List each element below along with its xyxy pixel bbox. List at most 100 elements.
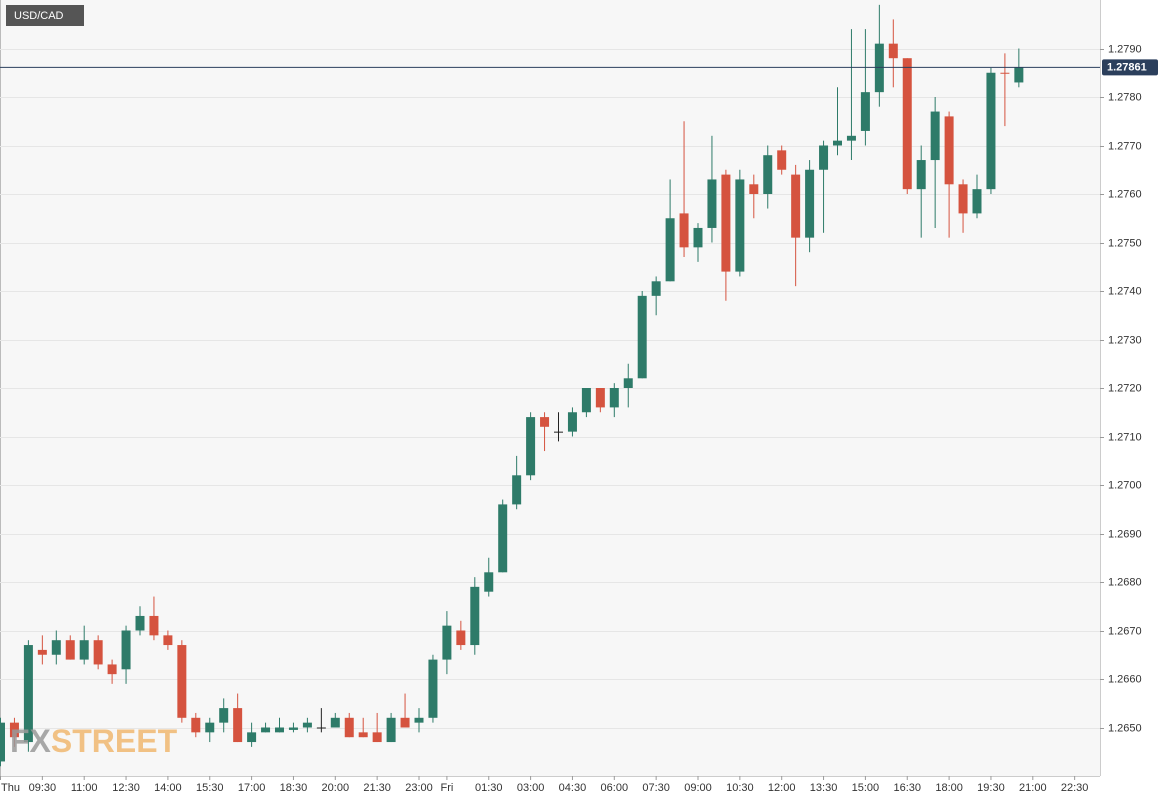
y-tick-label: 1.2700 [1108, 479, 1142, 491]
x-tick-label: 09:00 [684, 782, 712, 794]
x-tick-label: 03:00 [517, 782, 545, 794]
y-tick-label: 1.2670 [1108, 625, 1142, 637]
candle-body [623, 378, 633, 388]
candle-body [261, 727, 271, 733]
candle-body [344, 717, 354, 738]
candle-body [191, 717, 201, 733]
candle-body [51, 640, 61, 655]
candle-body [247, 732, 257, 743]
candle-body [65, 640, 75, 660]
candle-body [163, 635, 173, 646]
x-tick-label: 18:00 [935, 782, 963, 794]
y-tick-label: 1.2690 [1108, 528, 1142, 540]
candle-body [1000, 72, 1010, 74]
x-tick-label: 19:30 [977, 782, 1005, 794]
y-tick-label: 1.2740 [1108, 285, 1142, 297]
candle-body [428, 659, 438, 718]
candle-body [37, 649, 47, 655]
candle-body [526, 417, 536, 476]
candle-body [23, 645, 33, 743]
candle-body [177, 645, 187, 718]
x-tick-label: 01:30 [475, 782, 503, 794]
x-tick-label: 11:00 [71, 782, 98, 794]
candle-body [888, 43, 898, 59]
candle-body [777, 150, 787, 170]
x-tick-label: 12:30 [112, 782, 140, 794]
candle-body [567, 412, 577, 432]
candle-body [442, 625, 452, 660]
candle-body [707, 179, 717, 228]
candles [0, 4, 1024, 767]
candle-body [107, 664, 117, 675]
watermark-street-text: STREET [51, 723, 178, 759]
candle-body [316, 727, 326, 729]
candle-body [958, 184, 968, 214]
y-tick-label: 1.2790 [1108, 43, 1142, 55]
candle-body [846, 135, 856, 141]
candle-body [693, 227, 703, 248]
candle-body [93, 640, 103, 665]
x-tick-label: 15:30 [196, 782, 224, 794]
x-tick-label: 20:00 [322, 782, 350, 794]
candle-body [484, 572, 494, 592]
candle-body [1014, 67, 1024, 83]
candle-body [9, 722, 19, 738]
candle-body [651, 281, 661, 296]
candle-body [972, 189, 982, 214]
candle-body [944, 116, 954, 185]
x-tick-label: 23:00 [405, 782, 433, 794]
candle-body [735, 179, 745, 272]
candle-body [609, 388, 619, 408]
candle-body [149, 615, 159, 636]
x-tick-label: 04:30 [559, 782, 587, 794]
candle-body [358, 732, 368, 738]
x-tick-label: 12:00 [768, 782, 796, 794]
candle-body [595, 388, 605, 408]
candle-body [79, 640, 89, 660]
x-tick-label: 21:00 [1019, 782, 1047, 794]
candle-body [540, 417, 550, 427]
candle-body [219, 708, 229, 723]
candle-body [902, 58, 912, 190]
candle-body [986, 72, 996, 190]
candle-body [763, 155, 773, 194]
candle-body [554, 431, 563, 433]
candle-body [581, 388, 591, 413]
x-tick-label: Thu [1, 782, 20, 794]
y-tick-label: 1.2730 [1108, 334, 1142, 346]
candle-body [275, 727, 284, 733]
candle-body [386, 717, 396, 743]
y-tick-label: 1.2750 [1108, 237, 1142, 249]
candle-body [330, 717, 340, 728]
y-tick-label: 1.2760 [1108, 188, 1142, 200]
x-tick-label: 17:00 [238, 782, 266, 794]
watermark: FXSTREET [10, 723, 178, 759]
candle-body [121, 630, 131, 670]
candle-body [372, 732, 382, 743]
candle-body [833, 140, 842, 146]
candle-body [930, 111, 940, 161]
candle-body [456, 630, 466, 646]
candle-body [288, 727, 298, 730]
x-tick-label: 18:30 [280, 782, 308, 794]
title-box [6, 5, 84, 26]
current-price-label: 1.27861 [1107, 61, 1147, 73]
candle-body [205, 722, 215, 733]
candle-body [400, 717, 410, 728]
grid [0, 49, 1100, 729]
candle-body [916, 160, 926, 190]
y-tick-label: 1.2780 [1108, 91, 1142, 103]
y-tick-label: 1.2720 [1108, 382, 1142, 394]
x-tick-label: Fri [440, 782, 453, 794]
watermark-fx: FXSTREET [10, 723, 178, 759]
candle-body [302, 722, 312, 728]
axes: 1.2650 1.2660 1.2670 1.2680 1.2690 1.2700 1.27… [0, 43, 1158, 794]
x-tick-label: 15:00 [852, 782, 880, 794]
x-tick-label: 16:30 [893, 782, 921, 794]
y-tick-label: 1.2660 [1108, 673, 1142, 685]
candle-body [791, 174, 801, 238]
watermark-fx-text: FX [10, 723, 52, 759]
y-tick-label: 1.2710 [1108, 431, 1142, 443]
candle-body [512, 475, 522, 505]
